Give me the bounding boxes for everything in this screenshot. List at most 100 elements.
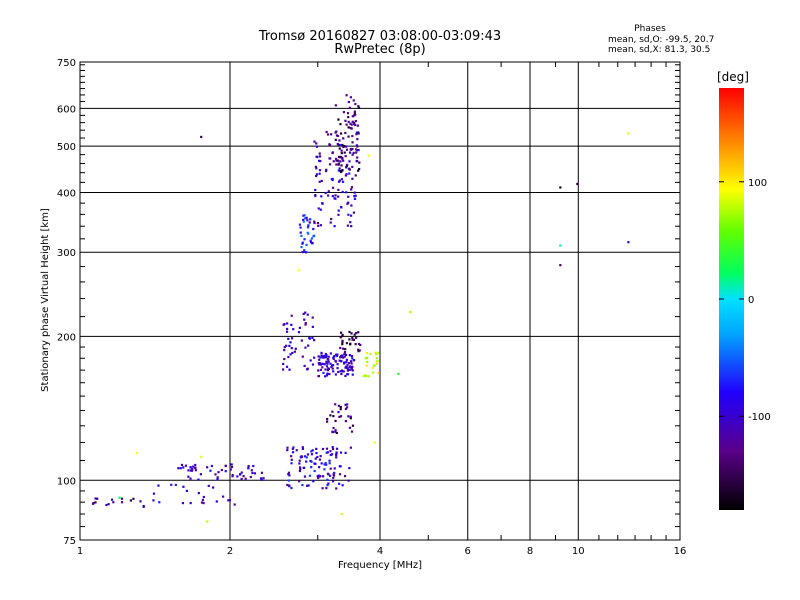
data-point	[216, 478, 219, 481]
data-point	[350, 430, 354, 433]
data-point	[354, 123, 357, 127]
data-point	[348, 338, 351, 341]
data-point	[290, 455, 293, 458]
data-point	[191, 468, 194, 471]
data-point	[339, 370, 342, 373]
data-point	[287, 479, 291, 482]
data-point	[297, 331, 301, 334]
data-point	[332, 356, 335, 359]
data-point	[321, 355, 324, 358]
data-point	[299, 231, 302, 234]
data-point	[321, 366, 324, 369]
data-point	[350, 367, 353, 370]
data-point	[397, 372, 400, 376]
data-point	[367, 154, 371, 157]
data-point	[335, 163, 338, 166]
data-point	[315, 167, 318, 170]
x-tick-label: 1	[77, 546, 83, 557]
data-point	[332, 364, 335, 367]
data-point	[290, 458, 293, 461]
data-point	[559, 264, 562, 267]
chart-subtitle: RwPretec (8p)	[334, 42, 425, 57]
data-point	[201, 498, 205, 502]
data-point	[328, 163, 332, 166]
data-point	[350, 214, 353, 217]
data-point	[179, 467, 182, 470]
data-point	[337, 155, 341, 158]
data-point	[337, 370, 340, 374]
data-point	[94, 501, 97, 504]
data-point	[345, 358, 348, 361]
data-point	[354, 194, 357, 197]
data-point	[298, 326, 301, 329]
data-point	[332, 160, 335, 163]
data-point	[339, 144, 342, 147]
data-point	[285, 365, 289, 368]
data-point	[287, 471, 291, 474]
data-point	[301, 250, 304, 254]
data-point	[184, 464, 188, 467]
data-point	[338, 167, 341, 170]
data-point	[335, 134, 339, 137]
data-point	[341, 169, 344, 172]
data-point	[291, 351, 294, 355]
data-point	[325, 420, 329, 423]
data-point	[170, 483, 173, 486]
data-point	[314, 457, 317, 460]
data-point	[341, 354, 344, 357]
data-point	[332, 426, 335, 430]
data-point	[301, 446, 304, 449]
data-point	[338, 415, 341, 419]
data-point	[336, 142, 339, 146]
data-point	[339, 346, 342, 350]
data-point	[359, 343, 362, 347]
data-point	[193, 466, 197, 469]
data-point	[364, 357, 367, 360]
data-point	[206, 466, 209, 469]
data-point	[288, 484, 291, 487]
data-point	[290, 486, 293, 490]
data-point	[311, 449, 314, 452]
data-point	[300, 234, 303, 238]
data-point	[94, 497, 97, 500]
data-point	[346, 364, 349, 367]
data-point	[286, 449, 289, 452]
data-point	[344, 353, 348, 357]
data-point	[346, 224, 349, 227]
data-point	[365, 352, 369, 355]
data-point	[347, 201, 350, 204]
x-tick-label: 6	[465, 546, 471, 557]
data-point	[354, 148, 358, 151]
data-point	[312, 339, 316, 342]
data-point	[340, 360, 343, 363]
data-point	[343, 151, 346, 154]
data-point	[304, 322, 307, 325]
data-points	[91, 94, 630, 523]
data-point	[314, 174, 318, 178]
data-point	[301, 483, 304, 487]
data-point	[187, 469, 190, 472]
data-point	[339, 132, 343, 135]
data-point	[303, 318, 306, 321]
data-point	[314, 188, 317, 192]
data-point	[345, 145, 348, 148]
data-point	[329, 453, 332, 457]
data-point	[352, 211, 356, 214]
data-point	[323, 468, 326, 471]
data-point	[91, 502, 95, 505]
data-point	[306, 484, 309, 487]
data-point	[337, 163, 340, 166]
data-point	[120, 497, 124, 500]
data-point	[341, 180, 345, 184]
data-point	[349, 96, 352, 99]
data-point	[375, 357, 379, 360]
data-point	[356, 145, 359, 148]
data-point	[323, 363, 326, 366]
data-point	[347, 479, 350, 482]
data-point	[307, 344, 310, 347]
data-point	[335, 456, 338, 459]
data-point	[345, 166, 348, 169]
data-point	[329, 467, 332, 470]
data-point	[328, 459, 331, 462]
data-point	[356, 138, 359, 141]
